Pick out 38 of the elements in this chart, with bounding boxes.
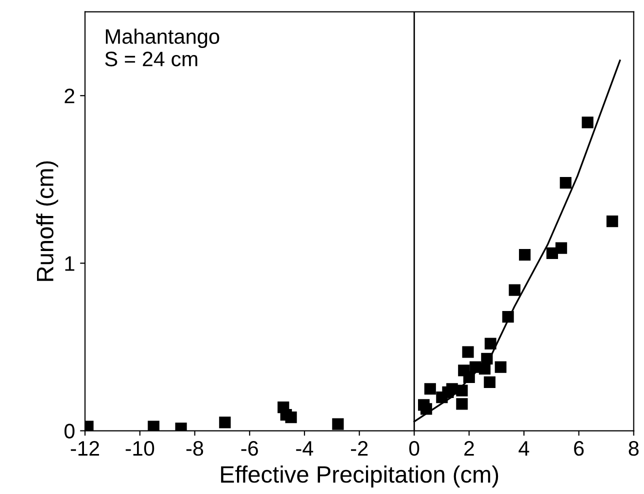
point: [502, 311, 514, 323]
y-tick-label: 1: [65, 256, 74, 271]
x-tick-label: -12: [70, 441, 100, 456]
point: [463, 371, 475, 383]
point: [332, 418, 344, 430]
y-tick-label: 2: [64, 88, 74, 104]
x-tick-label: -8: [186, 441, 204, 456]
x-tick-label: -6: [241, 441, 258, 456]
x-tick-label: 8: [628, 441, 639, 456]
x-tick-label: 4: [518, 441, 530, 456]
point: [456, 384, 468, 396]
x-axis-title: Effective Precipitation (cm): [221, 465, 498, 488]
point: [462, 346, 474, 358]
point: [560, 176, 572, 189]
point: [481, 352, 493, 365]
point: [285, 412, 297, 424]
point: [484, 376, 496, 388]
x-tick-label: -4: [296, 441, 314, 456]
y-tick-label: 0: [64, 424, 74, 439]
point: [456, 398, 468, 410]
point: [582, 116, 594, 128]
y-axis-title: Runoff (cm): [36, 161, 58, 281]
point: [494, 361, 506, 373]
x-tick-label: -2: [351, 441, 368, 456]
point: [420, 403, 432, 415]
point: [606, 216, 618, 228]
x-tick-label: 6: [574, 441, 584, 456]
point: [508, 284, 520, 296]
x-tick-label: -10: [126, 441, 154, 456]
x-tick-label: 2: [464, 441, 474, 456]
point: [484, 338, 496, 350]
annotation: Mahantango S = 24 cm: [105, 28, 220, 66]
x-tick-label: 0: [409, 441, 420, 456]
point: [219, 416, 231, 428]
point: [424, 383, 436, 395]
point: [555, 242, 568, 254]
point: [518, 249, 531, 261]
point: [148, 420, 160, 431]
